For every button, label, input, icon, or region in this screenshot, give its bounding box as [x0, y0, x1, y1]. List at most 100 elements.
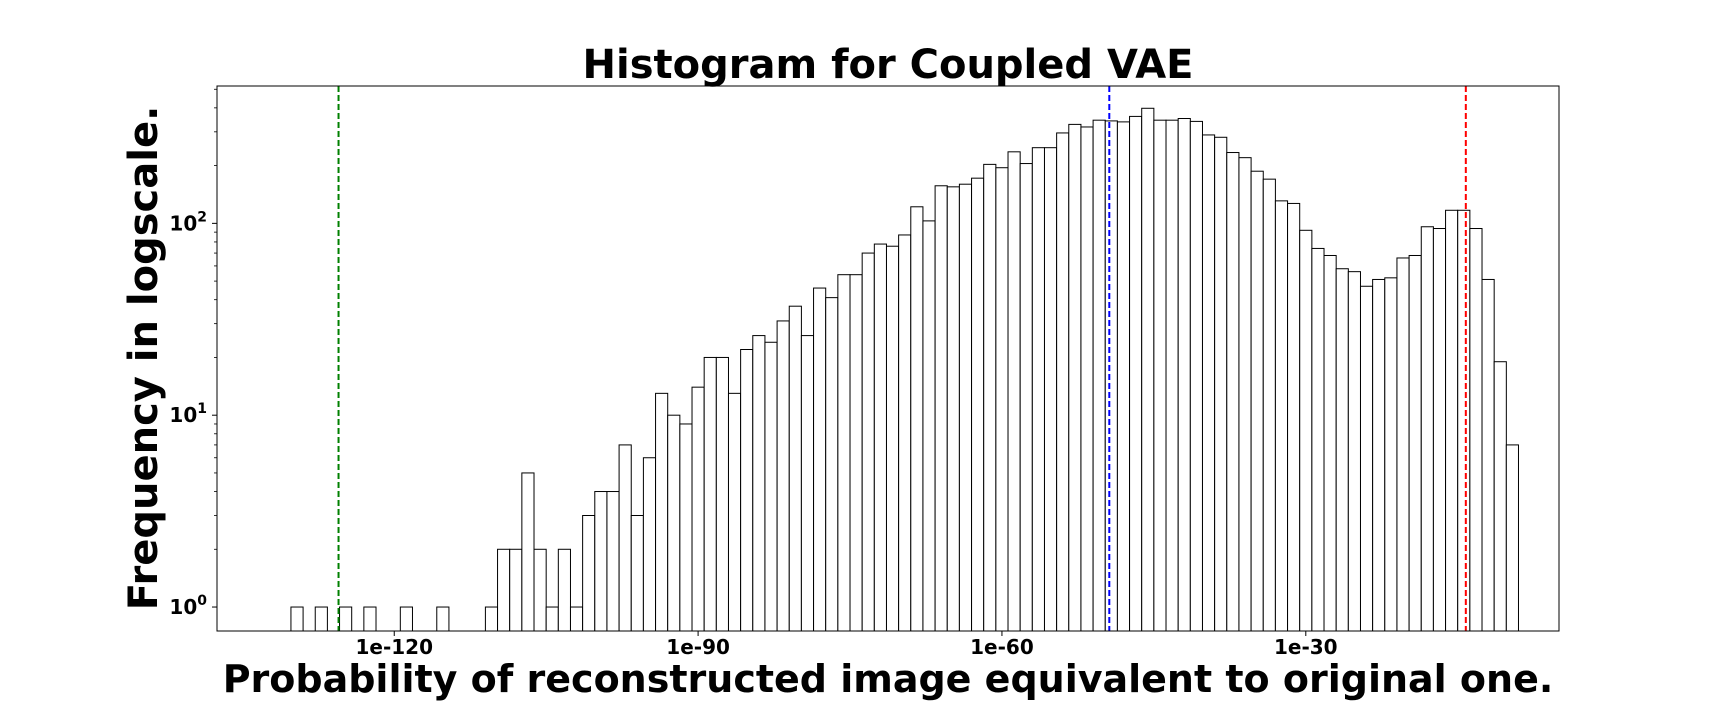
- histogram-bar: [1335, 268, 1349, 632]
- histogram-bar: [679, 423, 693, 632]
- histogram-bar: [1092, 119, 1106, 632]
- histogram-bar: [1080, 126, 1094, 632]
- histogram-bar: [314, 606, 328, 632]
- histogram-bar: [1250, 170, 1264, 632]
- histogram-bar: [618, 444, 632, 632]
- x-tick-label: 1e-30: [1274, 635, 1338, 659]
- histogram-bar: [1432, 228, 1447, 632]
- x-tick-label: 1e-120: [355, 635, 433, 659]
- histogram-bar: [1141, 107, 1155, 632]
- histogram-bar: [1019, 163, 1033, 632]
- histogram-bar: [1384, 277, 1398, 632]
- histogram-bar: [776, 320, 790, 632]
- histogram-bar: [1347, 271, 1361, 632]
- histogram-bar: [1408, 254, 1422, 632]
- x-tick-label: 1e-60: [970, 635, 1034, 659]
- histogram-bar: [922, 220, 936, 632]
- y-tick-label: 101: [169, 401, 207, 427]
- histogram-bar: [1299, 229, 1313, 632]
- histogram-bar: [813, 287, 827, 632]
- histogram-bar: [1214, 136, 1228, 632]
- x-axis-ticks: 1e-120 1e-90 1e-60 1e-30: [355, 631, 1338, 659]
- histogram-bar: [971, 177, 985, 632]
- histogram-bar: [497, 548, 511, 632]
- histogram-bar: [800, 335, 815, 632]
- histogram-bar: [1129, 115, 1143, 632]
- histogram-bar: [825, 297, 839, 632]
- histogram-bar: [630, 515, 644, 632]
- histogram-bar: [691, 386, 705, 632]
- histogram-bar: [715, 356, 729, 632]
- histogram-bar: [399, 606, 413, 632]
- histogram-bar: [1201, 134, 1216, 632]
- histogram-bar: [436, 606, 450, 632]
- histogram-bar: [1165, 119, 1179, 632]
- histogram-bar: [655, 392, 669, 632]
- histogram-bar: [521, 472, 535, 632]
- histogram-bar: [727, 392, 742, 632]
- histogram-bar: [1359, 285, 1374, 632]
- y-axis-ticks: 100 101 102: [169, 88, 217, 619]
- histogram-bar: [752, 335, 766, 632]
- histogram-bar: [910, 206, 924, 632]
- histogram-bar: [1311, 247, 1325, 632]
- histogram-bar: [569, 606, 584, 632]
- histogram-bar: [1189, 120, 1203, 632]
- histogram-bar: [545, 606, 559, 632]
- y-tick-label: 102: [169, 209, 207, 235]
- histogram-bar: [1493, 361, 1507, 632]
- histogram-bar: [1043, 147, 1058, 632]
- histogram-bar: [1274, 200, 1289, 632]
- y-axis-label: Frequency in logscale.: [121, 106, 167, 611]
- histogram-bar: [764, 341, 778, 632]
- chart-title: Histogram for Coupled VAE: [583, 42, 1194, 88]
- histogram-bar: [1116, 121, 1131, 632]
- bars-group: [290, 107, 1519, 632]
- histogram-bar: [934, 185, 948, 632]
- histogram-bar: [1262, 178, 1276, 632]
- reference-lines-group: [337, 86, 1467, 631]
- histogram-bar: [837, 274, 851, 632]
- histogram-bar: [1469, 228, 1483, 632]
- histogram-bar: [509, 548, 523, 632]
- x-axis-label: Probability of reconstructed image equiv…: [223, 657, 1554, 701]
- histogram-bar: [1420, 226, 1434, 632]
- histogram-bar: [983, 163, 997, 632]
- histogram-bar: [557, 548, 571, 632]
- histogram-bar: [339, 606, 353, 632]
- histogram-bar: [885, 245, 900, 632]
- histogram-bar: [533, 548, 547, 632]
- histogram-bar: [861, 252, 875, 632]
- histogram-bar: [1505, 444, 1519, 632]
- histogram-bar: [594, 491, 608, 632]
- histogram-bar: [873, 243, 887, 632]
- histogram-bar: [703, 356, 717, 632]
- x-tick-label: 1e-90: [666, 635, 730, 659]
- histogram-bar: [898, 234, 912, 632]
- histogram-bar: [1153, 119, 1167, 632]
- histogram-bar: [1031, 147, 1045, 632]
- histogram-bar: [484, 606, 499, 632]
- histogram-bar: [363, 606, 377, 632]
- histogram-bar: [1323, 254, 1337, 632]
- histogram-bar: [788, 305, 802, 632]
- histogram-bar: [1287, 202, 1301, 632]
- histogram-bar: [667, 414, 681, 632]
- histogram-bar: [740, 349, 754, 632]
- histogram-bar: [582, 515, 596, 632]
- histogram-bar: [1396, 257, 1410, 632]
- histogram-bar: [1226, 152, 1240, 632]
- histogram-bar: [849, 274, 863, 632]
- histogram-bar: [1177, 118, 1191, 632]
- histogram-bar: [1068, 123, 1082, 632]
- histogram-bar: [958, 183, 973, 632]
- histogram-bar: [1457, 209, 1471, 632]
- histogram-bar: [946, 186, 960, 632]
- y-tick-label: 100: [169, 593, 207, 619]
- histogram-bar: [1056, 132, 1070, 632]
- histogram-bar: [1007, 151, 1021, 632]
- histogram-bar: [1372, 278, 1386, 632]
- histogram-bar: [290, 606, 304, 632]
- histogram-bar: [1238, 157, 1252, 632]
